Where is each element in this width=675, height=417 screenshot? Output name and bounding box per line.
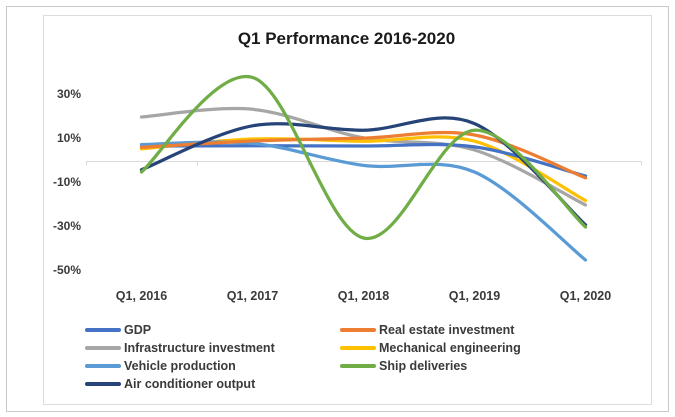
legend-swatch-icon [85,363,121,369]
y-tick-label: -50% [52,263,81,277]
x-category-label: Q1, 2017 [226,289,279,303]
series-line-air-conditioner-output [139,116,588,227]
legend-item-mechanical-engineering: Mechanical engineering [340,341,521,355]
legend-label: Vehicle production [124,359,236,373]
legend-label: Mechanical engineering [379,341,521,355]
legend-item-real-estate-investment: Real estate investment [340,323,514,337]
legend-swatch-icon [340,327,376,333]
x-category-label: Q1, 2020 [559,289,612,303]
legend-swatch-icon [340,345,376,351]
legend-swatch-icon [85,327,121,333]
legend-label: Air conditioner output [124,377,256,391]
legend-item-infrastructure-investment: Infrastructure investment [85,341,275,355]
series-line-ship-deliveries [139,74,588,240]
legend-item-vehicle-production: Vehicle production [85,359,236,373]
chart-title: Q1 Performance 2016-2020 [237,29,456,48]
legend-swatch-icon [85,381,121,387]
legend-label: Real estate investment [379,323,515,337]
legend-item-gdp: GDP [85,323,151,337]
legend-swatch-icon [340,363,376,369]
x-category-label: Q1, 2019 [448,289,501,303]
series-line-gdp [139,142,588,178]
legend-label: GDP [124,323,152,337]
chart-container [43,15,652,405]
legend-item-air-conditioner-output: Air conditioner output [85,377,255,391]
screenshot-frame: Q1 Performance 2016-2020 30% 10% -10% -30% -… [6,6,669,412]
x-category-label: Q1, 2018 [337,289,390,303]
y-tick-label: 10% [56,131,81,145]
legend-label: Ship deliveries [379,359,468,373]
legend-item-ship-deliveries: Ship deliveries [340,359,467,373]
y-tick-label: 30% [56,87,81,101]
x-category-label: Q1, 2016 [115,289,168,303]
plot-area [86,74,642,262]
legend-label: Infrastructure investment [124,341,275,355]
y-tick-label: -10% [52,175,81,189]
y-tick-label: -30% [52,219,81,233]
legend-swatch-icon [85,345,121,351]
